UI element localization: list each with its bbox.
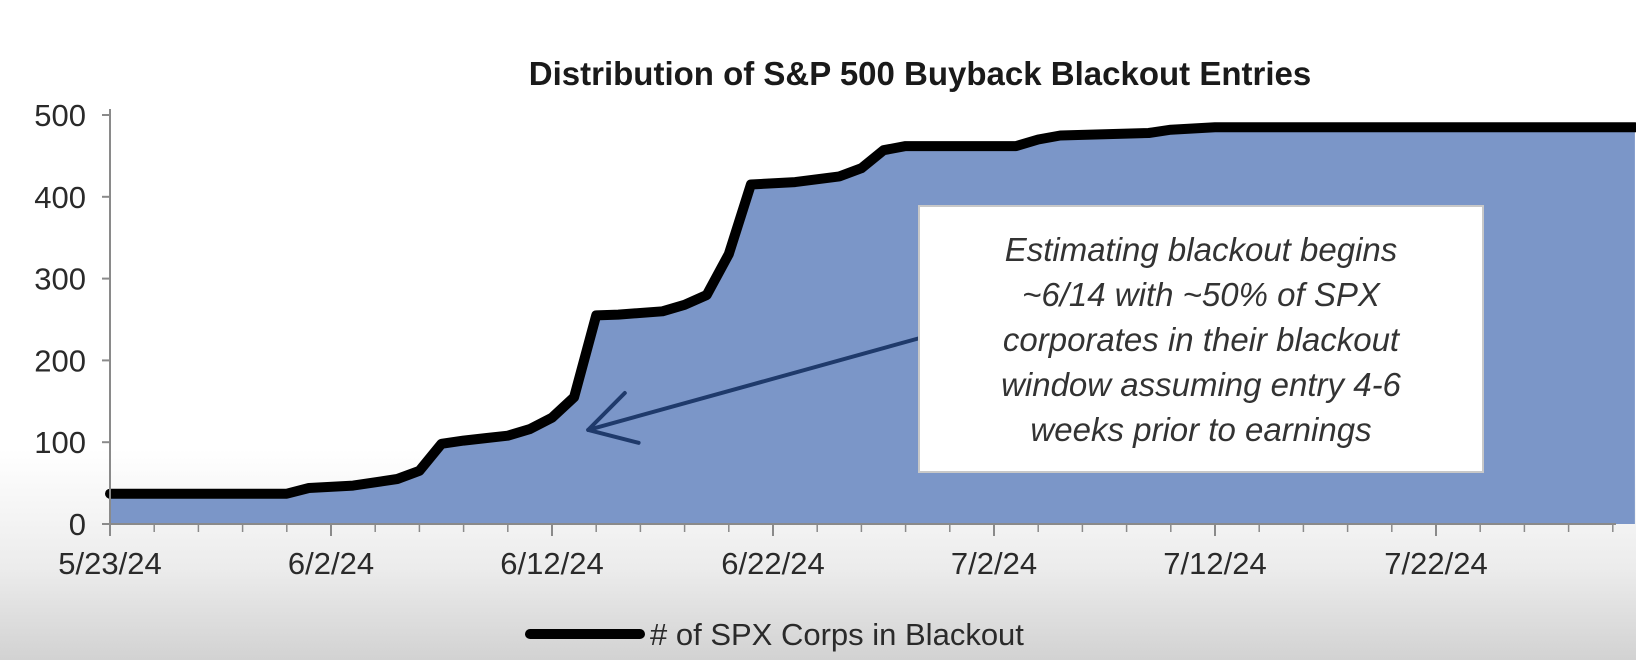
axes: 0 100 200 300 400 500 5/23/24 6/2/24 6/12/24 6/22… [34, 98, 1616, 581]
x-tick-label: 5/23/24 [58, 546, 161, 581]
y-tick-label: 200 [34, 343, 86, 378]
series-line [105, 122, 1636, 499]
annotation-arrow-layer [586, 336, 922, 445]
x-tick-label: 6/22/24 [721, 546, 824, 581]
x-tick-label: 7/12/24 [1163, 546, 1266, 581]
y-tick-label: 500 [34, 98, 86, 133]
y-tick-label: 300 [34, 262, 86, 297]
annotation-text: Estimating blackout begins ~6/14 with ~5… [1001, 230, 1401, 448]
x-tick-label: 6/2/24 [288, 546, 374, 581]
x-tick-label: 7/22/24 [1384, 546, 1487, 581]
legend: # of SPX Corps in Blackout [525, 617, 1024, 652]
annotation-box: Estimating blackout begins ~6/14 with ~5… [918, 205, 1484, 473]
arrow-head [586, 391, 641, 445]
x-tick-label: 7/2/24 [951, 546, 1037, 581]
legend-label: # of SPX Corps in Blackout [650, 617, 1024, 652]
arrow-shaft [586, 336, 922, 432]
chart-title: Distribution of S&P 500 Buyback Blackout… [529, 55, 1311, 92]
y-tick-label: 100 [34, 425, 86, 460]
x-tick-label: 6/12/24 [500, 546, 603, 581]
y-tick-label: 0 [69, 507, 86, 542]
y-tick-label: 400 [34, 180, 86, 215]
